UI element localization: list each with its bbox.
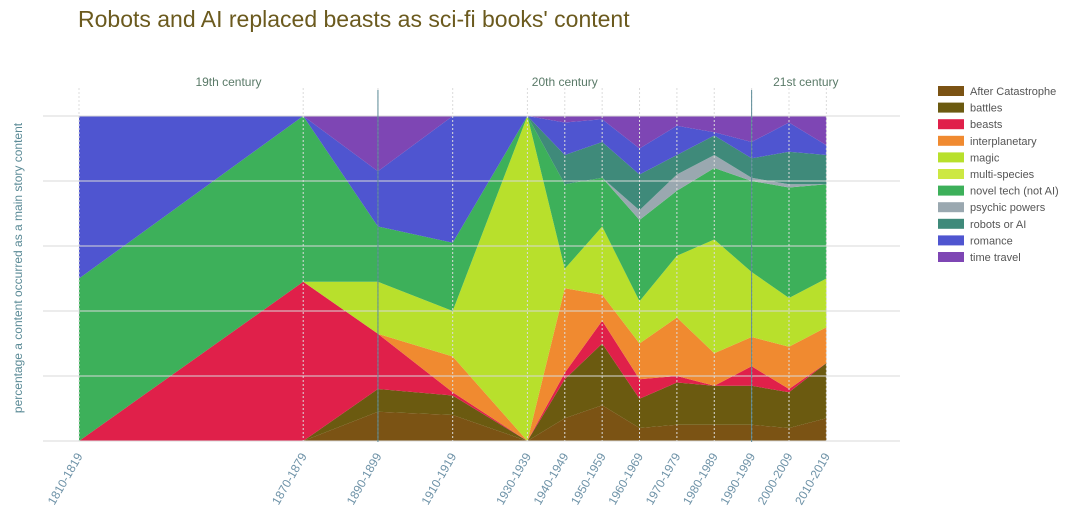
x-tick-label: 2000-2009 bbox=[755, 450, 796, 507]
legend-label: magic bbox=[970, 152, 1000, 164]
century-label: 20th century bbox=[532, 75, 598, 89]
area-beasts bbox=[79, 281, 827, 441]
legend-label: interplanetary bbox=[970, 136, 1037, 148]
legend-swatch bbox=[938, 102, 964, 113]
legend-swatch bbox=[938, 169, 964, 179]
century-layer: 19th century 20th century 21st century bbox=[195, 75, 839, 442]
legend-label: romance bbox=[970, 235, 1013, 247]
legend-label: After Catastrophe bbox=[970, 86, 1056, 98]
legend: After Catastrophe battles beasts interplane… bbox=[938, 86, 1059, 264]
legend-swatch bbox=[938, 185, 964, 196]
legend-label: psychic powers bbox=[970, 202, 1046, 214]
century-label: 19th century bbox=[195, 75, 261, 89]
legend-item[interactable]: romance bbox=[938, 235, 1013, 247]
legend-item[interactable]: beasts bbox=[938, 119, 1003, 131]
area-novel-tech-not-ai bbox=[79, 116, 827, 441]
legend-item[interactable]: battles bbox=[938, 102, 1003, 115]
legend-swatch bbox=[938, 252, 964, 262]
legend-swatch bbox=[938, 235, 964, 246]
x-tick-layer: 1810-1819 1870-1879 1890-1899 1910-1919 1930… bbox=[45, 450, 833, 507]
legend-item[interactable]: novel tech (not AI) bbox=[938, 185, 1059, 198]
x-tick-label: 2010-2019 bbox=[792, 450, 833, 507]
legend-item[interactable]: interplanetary bbox=[938, 135, 1037, 148]
legend-label: multi-species bbox=[970, 169, 1035, 181]
x-tick-label: 1990-1999 bbox=[717, 450, 758, 507]
x-tick-label: 1980-1989 bbox=[680, 450, 721, 507]
x-tick-label: 1960-1969 bbox=[605, 450, 646, 507]
x-tick-label: 1870-1879 bbox=[269, 450, 310, 507]
legend-label: time travel bbox=[970, 252, 1021, 264]
legend-item[interactable]: psychic powers bbox=[938, 202, 1046, 214]
legend-swatch bbox=[938, 202, 964, 213]
legend-item[interactable]: robots or AI bbox=[938, 218, 1026, 231]
legend-item[interactable]: time travel bbox=[938, 252, 1021, 264]
legend-swatch bbox=[938, 218, 964, 229]
century-label: 21st century bbox=[773, 75, 838, 89]
legend-label: novel tech (not AI) bbox=[970, 186, 1059, 198]
legend-swatch bbox=[938, 135, 964, 146]
legend-item[interactable]: magic bbox=[938, 152, 1000, 164]
x-tick-label: 1950-1959 bbox=[568, 450, 609, 507]
legend-item[interactable]: multi-species bbox=[938, 169, 1035, 181]
y-axis-label: percentage a content occurred as a main … bbox=[11, 122, 25, 413]
legend-label: robots or AI bbox=[970, 219, 1026, 231]
x-tick-label: 1940-1949 bbox=[531, 450, 572, 507]
x-tick-label: 1890-1899 bbox=[344, 450, 385, 507]
x-tick-label: 1930-1939 bbox=[493, 450, 534, 507]
x-tick-label: 1910-1919 bbox=[418, 450, 459, 507]
x-tick-label: 1970-1979 bbox=[643, 450, 684, 507]
legend-swatch bbox=[938, 119, 964, 130]
legend-label: battles bbox=[970, 103, 1003, 115]
legend-item[interactable]: After Catastrophe bbox=[938, 86, 1056, 98]
legend-label: beasts bbox=[970, 119, 1003, 131]
chart-title: Robots and AI replaced beasts as sci-fi … bbox=[78, 6, 630, 32]
legend-swatch bbox=[938, 152, 964, 163]
area-magic bbox=[79, 116, 827, 441]
legend-swatch bbox=[938, 86, 964, 96]
x-tick-label: 1810-1819 bbox=[45, 450, 86, 507]
